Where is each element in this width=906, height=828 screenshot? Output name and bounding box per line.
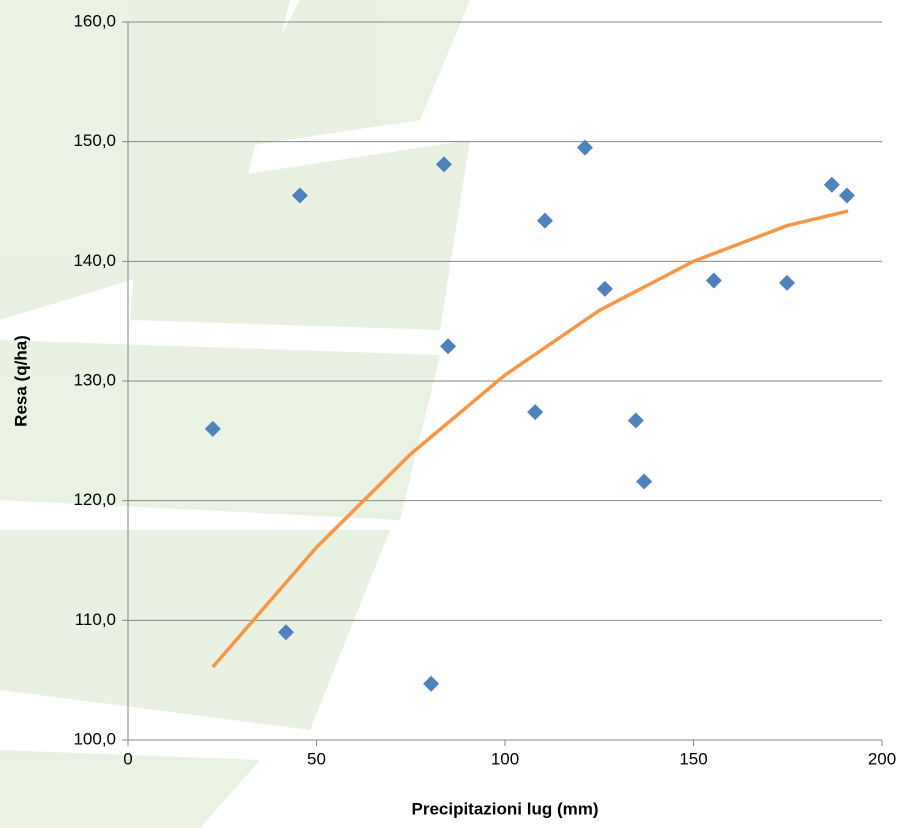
bg-shape [130, 140, 470, 330]
scatter-point [527, 404, 544, 421]
background-decoration [0, 0, 470, 828]
y-axis-title: Resa (q/ha) [11, 335, 30, 427]
y-tick-label: 160,0 [73, 11, 116, 30]
scatter-point [705, 272, 722, 289]
y-tick-label: 100,0 [73, 729, 116, 748]
scatter-point [204, 420, 221, 437]
scatter-point [627, 412, 644, 429]
scatter-point [576, 139, 593, 156]
x-tick-label: 50 [307, 749, 326, 768]
scatter-point [423, 675, 440, 692]
bg-shape [0, 340, 440, 520]
y-tick-label: 110,0 [75, 610, 116, 629]
scatter-point [277, 624, 294, 641]
x-axis-title: Precipitazioni lug (mm) [411, 799, 598, 818]
scatter-point [440, 338, 457, 355]
scatter-point [823, 176, 840, 193]
scatter-point [778, 274, 795, 291]
scatter-point [435, 156, 452, 173]
x-tick-label: 0 [123, 749, 132, 768]
scatter-point [596, 280, 613, 297]
trendline [211, 209, 849, 669]
bg-shape [0, 750, 260, 828]
x-tick-label: 200 [868, 749, 896, 768]
x-tick-label: 150 [679, 749, 707, 768]
scatter-point [636, 473, 653, 490]
y-tick-label: 130,0 [73, 370, 116, 389]
bg-shape [0, 530, 390, 730]
scatter-point [838, 187, 855, 204]
scatter-point [536, 212, 553, 229]
x-tick-label: 100 [491, 749, 519, 768]
y-tick-label: 120,0 [73, 490, 116, 509]
scatter-point [291, 187, 308, 204]
y-tick-label: 150,0 [73, 131, 116, 150]
bg-shape [220, 0, 470, 150]
y-tick-label: 140,0 [73, 251, 116, 270]
